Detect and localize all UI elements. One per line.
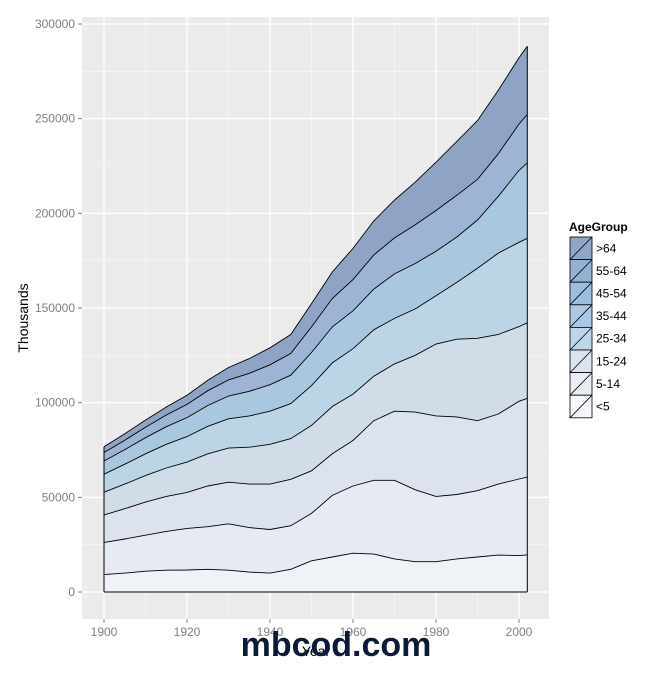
x-tick-label: 2000	[506, 625, 533, 639]
x-axis-title: Year	[302, 643, 331, 659]
y-tick-label: 0	[68, 585, 75, 599]
x-tick-label: 1940	[257, 625, 284, 639]
area-layers	[104, 46, 528, 592]
legend-key-slash	[569, 349, 593, 373]
area-top-line-55to64	[103, 114, 528, 453]
y-tick-label: 200000	[35, 206, 75, 220]
x-tick-label: 1900	[91, 625, 118, 639]
legend-key-slash	[569, 327, 593, 351]
legend-label-55to64: 55-64	[596, 264, 627, 278]
legend-title: AgeGroup	[569, 220, 628, 234]
legend-key-slash	[569, 394, 593, 419]
y-tick-label: 50000	[42, 490, 76, 504]
y-axis-title: Thousands	[15, 283, 31, 352]
legend-label-25to34: 25-34	[596, 332, 627, 346]
area-boundaries	[103, 46, 528, 593]
legend-item-55to64: 55-64	[569, 259, 627, 283]
y-tick-label: 300000	[35, 17, 75, 31]
y-tick-label: 100000	[35, 396, 75, 410]
legend-key-slash	[569, 281, 593, 306]
legend-item-35to44: 35-44	[569, 304, 627, 328]
legend-label-15to24: 15-24	[596, 354, 627, 368]
legend-key-slash	[569, 236, 593, 260]
legend-key-slash	[569, 304, 593, 328]
area-lt5	[104, 553, 528, 592]
legend-label-lt5: <5	[596, 400, 610, 414]
legend: >64 55-64 45-54 35-44 25-34 15-24 5-14 <5	[569, 236, 627, 419]
area-top-line-25to34	[103, 322, 528, 493]
area-15to24	[104, 398, 528, 543]
legend-key-slash	[569, 259, 593, 283]
legend-item-25to34: 25-34	[569, 326, 627, 351]
area-top-line-45to54	[103, 162, 528, 462]
watermark: mbcod.com	[241, 626, 432, 664]
area-top-line-gt64	[103, 46, 528, 448]
x-axis-ticks: 1900 1920 1940 1960 1980 2000	[91, 619, 533, 639]
area-35to44	[104, 238, 528, 493]
area-top-line-35to44	[103, 237, 528, 475]
x-tick-label: 1960	[340, 625, 367, 639]
y-tick-label: 150000	[35, 301, 75, 315]
area-45to54	[104, 162, 528, 475]
area-top-line-lt5	[103, 552, 528, 576]
legend-label-5to14: 5-14	[596, 377, 620, 391]
legend-item-lt5: <5	[569, 394, 610, 419]
legend-item-15to24: 15-24	[569, 349, 627, 374]
y-axis-ticks: 0 50000 100000 150000 200000 250000 300000	[35, 17, 82, 599]
x-tick-label: 1980	[423, 625, 450, 639]
area-25to34	[104, 322, 528, 515]
legend-label-gt64: >64	[596, 241, 617, 255]
area-5to14	[104, 477, 528, 575]
legend-item-45to54: 45-54	[569, 281, 627, 306]
area-top-line-15to24	[103, 397, 528, 516]
y-tick-label: 250000	[35, 112, 75, 126]
legend-label-35to44: 35-44	[596, 309, 627, 323]
legend-label-45to54: 45-54	[596, 287, 627, 301]
legend-item-5to14: 5-14	[569, 372, 620, 396]
legend-item-gt64: >64	[569, 236, 617, 261]
legend-key-slash	[569, 372, 593, 396]
area-top-line-5to14	[103, 476, 528, 543]
x-tick-label: 1920	[174, 625, 201, 639]
